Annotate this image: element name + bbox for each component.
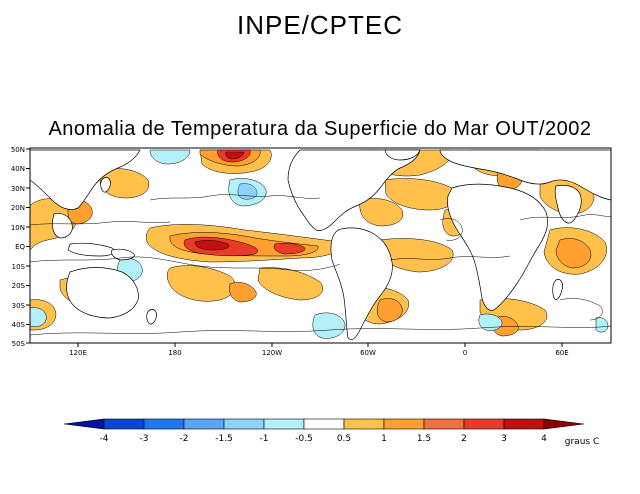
map-frame [29,147,612,344]
colorbar-segment [503,418,545,430]
colorbar-tick-label: -1 [260,434,269,444]
colorbar-segment [383,418,425,430]
colorbar-tick-label: -0.5 [295,434,313,444]
lat-label: EQ [15,243,25,251]
colorbar-tick-label: 1 [381,434,387,444]
colorbar-segment [223,418,265,430]
lat-label: 30N [11,185,25,193]
lon-label: 180 [168,349,181,357]
australia [66,267,139,319]
southeast-asia [52,213,73,239]
colorbar-segment [303,418,345,430]
latitude-axis: 50N 40N 30N 20N 10N EQ 10S 20S 30S 40S 5… [11,146,30,348]
colorbar-tick-label: -4 [100,434,109,444]
greenland [384,149,421,161]
colorbar-tick-label: -3 [140,434,149,444]
lat-label: 20N [11,204,25,212]
warm-anomaly-peak [194,151,245,251]
africa [447,183,548,311]
colorbar-segment [543,418,585,430]
colorbar-segment [423,418,465,430]
lat-label: 10N [11,224,25,232]
colorbar-segment [143,418,185,430]
lon-label: 60E [555,349,568,357]
asia-east [30,149,141,210]
lon-label: 120E [69,349,87,357]
colorbar-tick-label: 1.5 [417,434,431,444]
india [554,184,582,224]
colorbar-segment [343,418,385,430]
longitude-axis: 120E 180 120W 60W 0 60E [69,343,569,357]
north-america [287,149,421,231]
lat-label: 30S [12,302,26,310]
continents [30,149,611,340]
colorbar-tick-label: 2 [461,434,467,444]
colorbar-labels: -4 -3 -2 -1.5 -1 -0.5 0.5 1 1.5 2 3 4 gr… [100,434,600,447]
colorbar [63,418,585,430]
colorbar-segment [183,418,225,430]
colorbar-segment [263,418,305,430]
lat-label: 10S [12,263,26,271]
lat-label: 40N [11,165,25,173]
colorbar-segment [63,418,105,430]
japan [100,177,111,193]
colorbar-tick-label: 0.5 [337,434,351,444]
lat-label: 50N [11,146,25,154]
europe-asia [439,149,611,201]
south-america [330,227,393,340]
anomaly-contours [30,194,611,336]
map-title: Anomalia de Temperatura da Superficie do… [48,118,592,140]
lat-label: 50S [12,340,26,348]
colorbar-tick-label: 4 [541,434,547,444]
lon-label: 120W [262,349,282,357]
colorbar-unit-label: graus C [565,437,599,447]
institution-title: INPE/CPTEC [236,10,404,40]
colorbar-tick-label: -2 [180,434,189,444]
colorbar-segment [103,418,145,430]
lon-label: 0 [463,349,467,357]
madagascar [552,279,563,300]
colorbar-segment [463,418,505,430]
lat-label: 20S [12,282,26,290]
colorbar-tick-label: 3 [501,434,507,444]
lat-label: 40S [12,321,26,329]
new-zealand [146,309,157,325]
colorbar-tick-label: -1.5 [215,434,233,444]
lon-label: 60W [360,349,376,357]
sst-anomaly-map: 50N 40N 30N 20N 10N EQ 10S 20S 30S 40S 5… [11,146,612,357]
